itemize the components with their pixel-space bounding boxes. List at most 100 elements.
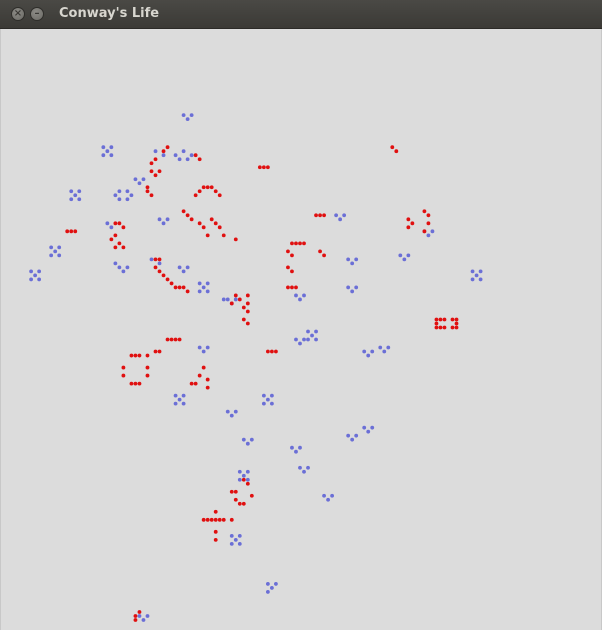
- new-cell[interactable]: [286, 249, 290, 254]
- live-cell[interactable]: [298, 341, 302, 346]
- live-cell[interactable]: [29, 269, 33, 274]
- live-cell[interactable]: [221, 297, 226, 302]
- live-cell[interactable]: [406, 253, 411, 258]
- live-cell[interactable]: [181, 149, 186, 154]
- new-cell[interactable]: [318, 249, 322, 254]
- new-cell[interactable]: [450, 325, 455, 330]
- new-cell[interactable]: [241, 317, 246, 322]
- new-cell[interactable]: [145, 185, 150, 190]
- new-cell[interactable]: [213, 537, 218, 542]
- live-cell[interactable]: [137, 614, 142, 618]
- live-cell[interactable]: [125, 197, 130, 202]
- live-cell[interactable]: [109, 145, 114, 150]
- live-cell[interactable]: [338, 217, 343, 222]
- new-cell[interactable]: [245, 301, 250, 306]
- new-cell[interactable]: [286, 285, 290, 290]
- new-cell[interactable]: [65, 229, 70, 234]
- live-cell[interactable]: [113, 261, 118, 266]
- new-cell[interactable]: [165, 337, 170, 342]
- new-cell[interactable]: [201, 517, 206, 522]
- life-grid[interactable]: [1, 29, 602, 630]
- live-cell[interactable]: [245, 477, 250, 482]
- live-cell[interactable]: [426, 233, 431, 238]
- live-cell[interactable]: [478, 269, 483, 274]
- new-cell[interactable]: [221, 233, 226, 238]
- live-cell[interactable]: [49, 253, 54, 258]
- live-cell[interactable]: [145, 614, 150, 618]
- live-cell[interactable]: [37, 277, 42, 282]
- new-cell[interactable]: [209, 517, 214, 522]
- new-cell[interactable]: [302, 241, 306, 246]
- live-cell[interactable]: [245, 469, 250, 474]
- new-cell[interactable]: [173, 285, 178, 290]
- live-cell[interactable]: [366, 353, 371, 358]
- new-cell[interactable]: [129, 381, 134, 386]
- live-cell[interactable]: [73, 193, 78, 198]
- new-cell[interactable]: [129, 353, 134, 358]
- new-cell[interactable]: [434, 325, 439, 330]
- new-cell[interactable]: [221, 517, 226, 522]
- live-cell[interactable]: [157, 261, 162, 266]
- live-cell[interactable]: [49, 245, 54, 250]
- new-cell[interactable]: [213, 189, 218, 194]
- new-cell[interactable]: [265, 349, 270, 354]
- live-cell[interactable]: [370, 349, 375, 354]
- new-cell[interactable]: [205, 517, 210, 522]
- new-cell[interactable]: [294, 285, 298, 290]
- new-cell[interactable]: [73, 229, 78, 234]
- live-cell[interactable]: [57, 245, 62, 250]
- new-cell[interactable]: [165, 145, 170, 150]
- live-cell[interactable]: [270, 393, 274, 398]
- new-cell[interactable]: [237, 297, 242, 302]
- new-cell[interactable]: [153, 265, 158, 270]
- new-cell[interactable]: [286, 265, 290, 270]
- new-cell[interactable]: [233, 293, 238, 298]
- live-cell[interactable]: [181, 269, 186, 274]
- new-cell[interactable]: [237, 501, 242, 506]
- new-cell[interactable]: [157, 169, 162, 174]
- new-cell[interactable]: [213, 509, 218, 514]
- new-cell[interactable]: [422, 229, 427, 234]
- new-cell[interactable]: [422, 209, 427, 214]
- live-cell[interactable]: [185, 157, 190, 162]
- live-cell[interactable]: [189, 113, 194, 118]
- new-cell[interactable]: [169, 337, 174, 342]
- new-cell[interactable]: [454, 321, 459, 326]
- new-cell[interactable]: [233, 497, 238, 502]
- live-cell[interactable]: [350, 289, 355, 294]
- live-cell[interactable]: [33, 273, 38, 278]
- new-cell[interactable]: [322, 213, 326, 218]
- new-cell[interactable]: [229, 301, 234, 306]
- new-cell[interactable]: [294, 241, 298, 246]
- live-cell[interactable]: [294, 337, 298, 342]
- live-cell[interactable]: [298, 465, 302, 470]
- live-cell[interactable]: [470, 277, 475, 282]
- new-cell[interactable]: [454, 317, 459, 322]
- new-cell[interactable]: [193, 193, 198, 198]
- live-cell[interactable]: [362, 349, 367, 354]
- live-cell[interactable]: [121, 269, 126, 274]
- live-cell[interactable]: [274, 582, 278, 586]
- live-cell[interactable]: [290, 445, 294, 450]
- live-cell[interactable]: [430, 229, 435, 234]
- new-cell[interactable]: [205, 377, 210, 382]
- new-cell[interactable]: [193, 153, 198, 158]
- live-cell[interactable]: [201, 285, 206, 290]
- minimize-icon[interactable]: –: [30, 7, 44, 21]
- live-cell[interactable]: [229, 533, 234, 538]
- new-cell[interactable]: [133, 353, 138, 358]
- new-cell[interactable]: [121, 245, 126, 250]
- new-cell[interactable]: [145, 365, 150, 370]
- new-cell[interactable]: [153, 257, 158, 262]
- new-cell[interactable]: [121, 365, 126, 370]
- new-cell[interactable]: [121, 373, 126, 378]
- live-cell[interactable]: [470, 269, 475, 274]
- live-cell[interactable]: [237, 477, 242, 482]
- new-cell[interactable]: [270, 349, 274, 354]
- new-cell[interactable]: [438, 325, 443, 330]
- new-cell[interactable]: [213, 517, 218, 522]
- new-cell[interactable]: [233, 489, 238, 494]
- live-cell[interactable]: [245, 441, 250, 446]
- new-cell[interactable]: [229, 517, 234, 522]
- new-cell[interactable]: [133, 614, 138, 618]
